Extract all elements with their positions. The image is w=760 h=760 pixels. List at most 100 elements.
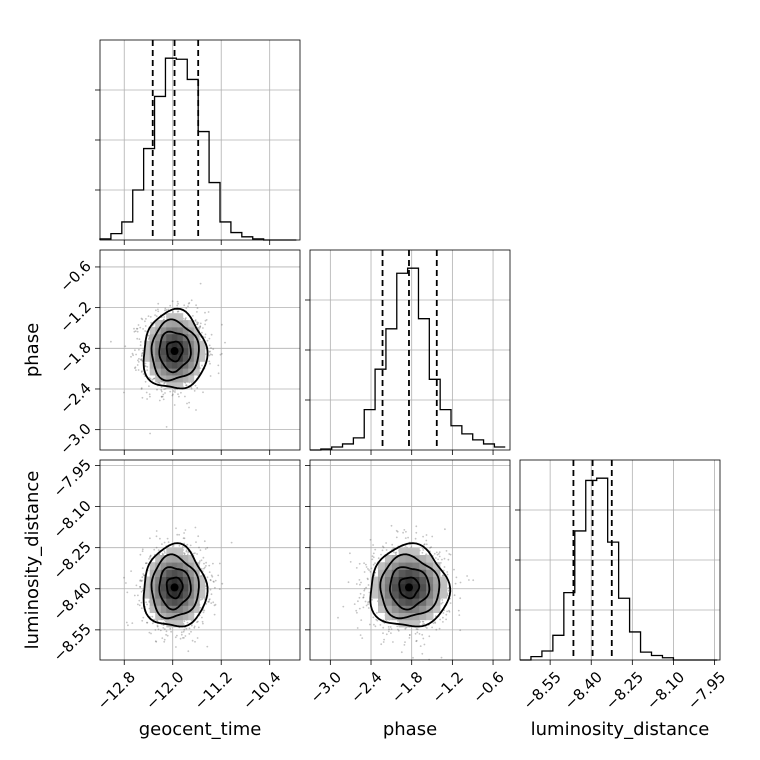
density-bin — [412, 612, 420, 621]
sample-point — [141, 567, 144, 569]
sample-point — [182, 630, 185, 633]
sample-point — [425, 534, 428, 536]
sample-point — [190, 624, 193, 627]
density-bin — [144, 583, 151, 592]
density-bin — [398, 598, 406, 606]
sample-point — [194, 526, 197, 529]
sample-point — [440, 562, 442, 564]
sample-point — [178, 395, 180, 398]
density-bin — [155, 368, 162, 376]
density-bin — [155, 340, 162, 348]
sample-point — [160, 390, 163, 393]
sample-point — [208, 599, 211, 601]
sample-point — [337, 616, 339, 619]
density-bin — [193, 354, 200, 362]
sample-point — [139, 579, 142, 581]
sample-point — [157, 310, 160, 313]
sample-point — [160, 395, 163, 398]
sample-point — [415, 628, 418, 630]
density-bin — [391, 569, 400, 577]
sample-point — [208, 600, 210, 603]
density-bin — [419, 576, 427, 585]
sample-point — [159, 537, 161, 540]
density-bin — [160, 347, 167, 355]
density-bin — [188, 598, 195, 606]
density-bin — [405, 598, 413, 606]
sample-point — [142, 573, 145, 575]
sample-point — [205, 603, 208, 605]
sample-point — [196, 323, 199, 326]
sample-point — [203, 567, 205, 570]
sample-point — [363, 562, 365, 565]
contour-line — [379, 553, 441, 620]
sample-point — [167, 308, 170, 311]
sample-point — [175, 646, 177, 648]
density-bin — [188, 340, 195, 348]
sample-point — [385, 549, 388, 551]
y-axis-label-luminosity-distance: luminosity_distance — [22, 471, 43, 650]
sample-point — [187, 302, 190, 305]
sample-point — [172, 393, 174, 396]
sample-point — [416, 631, 419, 634]
xtick-label-phase: −3.0 — [307, 668, 345, 706]
sample-point — [149, 555, 152, 558]
density-bin — [378, 598, 386, 606]
sample-point — [421, 547, 424, 550]
sample-point — [149, 556, 151, 558]
sample-point — [195, 409, 197, 411]
sample-point — [140, 388, 143, 390]
density-bin — [149, 562, 156, 570]
sample-point — [199, 322, 202, 325]
density-bin — [419, 591, 427, 599]
density-bin — [177, 361, 184, 369]
sample-point — [365, 604, 368, 607]
density-bin — [439, 591, 448, 599]
sample-point — [146, 398, 149, 400]
density-bin — [426, 555, 434, 563]
density-bin — [182, 598, 189, 606]
sample-point — [375, 618, 378, 621]
density-bin — [182, 612, 189, 621]
density-bin — [155, 333, 162, 342]
density-bin — [177, 313, 184, 321]
sample-point — [454, 582, 457, 585]
sample-point — [177, 302, 180, 305]
sample-point — [390, 524, 393, 527]
sample-point — [149, 316, 152, 318]
density-bin — [412, 583, 420, 592]
sample-point — [137, 594, 139, 597]
sample-point — [110, 340, 112, 343]
sample-point — [137, 603, 139, 606]
sample-point — [146, 366, 149, 368]
sample-point — [355, 583, 358, 585]
sample-point — [171, 300, 174, 303]
contour-line — [369, 542, 452, 628]
density-bin — [188, 555, 195, 563]
sample-point — [208, 598, 211, 600]
sample-point — [158, 382, 161, 385]
sample-point — [163, 318, 165, 321]
sample-point — [441, 599, 444, 601]
sample-point — [436, 553, 439, 556]
density-bin — [177, 347, 184, 355]
sample-point — [349, 552, 351, 555]
sample-point — [141, 579, 143, 582]
sample-point — [423, 643, 426, 646]
density-bin — [182, 375, 189, 383]
density-bin — [160, 333, 167, 342]
sample-point — [154, 629, 157, 631]
sample-point — [435, 551, 438, 554]
density-bin — [384, 576, 393, 585]
sample-point — [195, 304, 198, 307]
sample-point — [217, 364, 220, 367]
density-bin — [144, 576, 151, 585]
density-bin — [378, 605, 386, 613]
sample-point — [155, 640, 158, 643]
sample-point — [188, 406, 190, 409]
sample-point — [150, 632, 152, 635]
density-bin — [166, 347, 173, 355]
sample-point — [185, 627, 188, 630]
density-bin — [155, 583, 162, 592]
sample-point — [146, 369, 149, 372]
sample-point — [425, 539, 428, 542]
